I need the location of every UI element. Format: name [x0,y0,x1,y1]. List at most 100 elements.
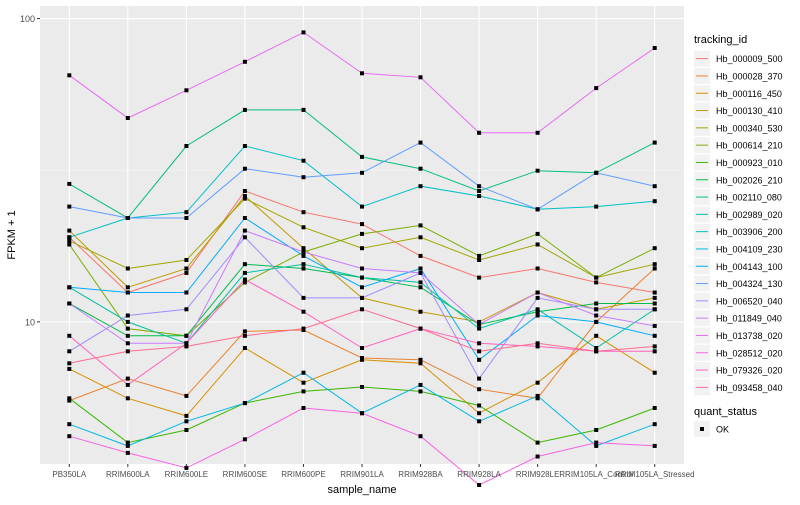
legend-status-marker [700,427,704,431]
data-point [652,301,657,306]
legend-item-label: Hb_000923_010 [716,158,783,168]
data-point [301,326,306,331]
data-point [418,285,423,290]
x-axis-label: sample_name [327,484,396,496]
data-point [242,270,247,275]
data-point [535,242,540,247]
data-point [535,393,540,398]
data-point [477,322,482,327]
data-point [535,266,540,271]
data-point [418,357,423,362]
data-point [301,253,306,258]
data-point [301,370,306,375]
data-point [535,295,540,300]
data-point [477,349,482,354]
data-point [652,344,657,349]
legend-item-label: Hb_000340_530 [716,123,783,133]
data-point [535,440,540,445]
data-point [477,403,482,408]
data-point [67,333,72,338]
data-point [67,235,72,240]
data-point [535,341,540,346]
x-tick-label: RRIM600LA [106,470,150,479]
data-point [125,285,130,290]
data-point [652,370,657,375]
data-point [418,382,423,387]
legend-item-label: Hb_004109_230 [716,244,783,254]
data-point [242,329,247,334]
data-point [594,428,599,432]
data-point [652,199,657,204]
data-point [184,307,189,312]
data-point [242,107,247,112]
data-point [360,295,364,300]
legend-item-label: Hb_000614_210 [716,141,783,151]
data-point [594,280,599,285]
data-point [67,434,72,439]
data-point [67,285,72,290]
data-point [535,309,540,314]
y-tick-label: 10 [25,317,35,327]
data-point [360,357,364,362]
data-point [418,326,423,331]
data-point [242,262,247,267]
data-point [301,266,306,271]
data-point [477,483,482,487]
data-point [184,428,189,432]
data-point [67,181,72,186]
data-point [67,238,72,243]
legend-item-label: Hb_079326_020 [716,366,783,376]
data-point [67,349,72,354]
legend-item-label: Hb_006520_040 [716,296,783,306]
data-point [184,393,189,398]
data-point [477,194,482,198]
data-point [242,401,247,406]
data-point [301,175,306,180]
data-point [652,290,657,295]
data-point [301,210,306,215]
data-point [125,313,130,318]
data-point [652,349,657,354]
data-point [594,86,599,91]
data-point [594,349,599,354]
data-point [535,380,540,385]
data-point [301,107,306,112]
data-point [125,290,130,295]
data-point [535,130,540,135]
y-axis-label: FPKM + 1 [6,210,18,259]
data-point [184,266,189,271]
data-point [242,196,247,201]
x-tick-label: RRIM600PE [281,470,325,479]
data-point [418,235,423,240]
data-point [477,376,482,381]
data-point [360,346,364,350]
data-point [652,422,657,427]
data-point [652,295,657,300]
data-point [418,270,423,275]
data-point [535,290,540,295]
data-point [184,465,189,470]
data-point [301,158,306,163]
data-point [477,253,482,258]
data-point [184,413,189,418]
data-point [184,144,189,148]
data-point [242,277,247,282]
data-point [184,210,189,215]
data-point [125,319,130,324]
data-point [535,231,540,236]
data-point [125,349,130,354]
data-point [301,406,306,410]
data-point [594,307,599,312]
legend-item-label: Hb_004143_100 [716,262,783,272]
data-point [477,357,482,362]
data-point [594,301,599,306]
data-point [652,46,657,50]
data-point [535,313,540,318]
data-point [242,228,247,233]
data-point [67,204,72,209]
data-point [477,130,482,135]
data-point [67,366,72,371]
legend-item-label: Hb_000130_410 [716,106,783,116]
